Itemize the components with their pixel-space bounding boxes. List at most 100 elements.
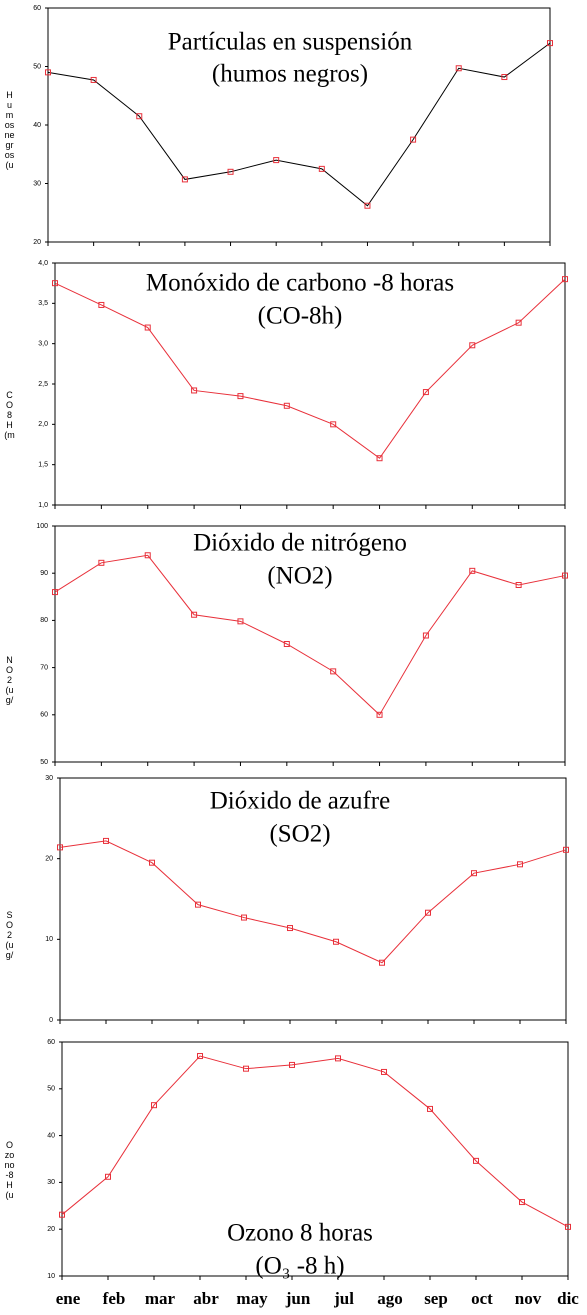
marker [330,668,337,675]
marker [379,959,385,966]
y-tick-label: 30 [45,775,53,782]
x-tick-label: jun [285,1289,311,1308]
marker [243,1065,249,1072]
marker [273,157,280,164]
marker [330,421,337,428]
marker [364,202,371,209]
marker [90,76,97,83]
y-tick-label: 40 [33,122,41,129]
marker [283,402,290,409]
marker [515,319,522,326]
x-tick-label: jul [333,1289,354,1308]
y-axis-label-box: CO8H(m [4,390,15,440]
marker [283,641,290,647]
marker [45,69,51,76]
marker [517,861,523,868]
marker [195,901,201,908]
chart-title: Monóxido de carbono -8 horas [146,270,454,297]
marker [52,589,58,596]
chart-subtitle: (humos negros) [212,61,368,88]
marker [237,393,244,400]
marker [136,113,143,120]
marker [98,301,105,308]
marker [473,1157,479,1164]
chart-title: Dióxido de azufre [210,788,390,815]
y-axis-label-box: Humos negros (u [4,90,15,170]
marker [59,1211,65,1218]
x-tick-label: abr [193,1289,219,1308]
marker [237,618,244,625]
marker [181,176,188,183]
plot-frame [59,777,567,1021]
marker [547,40,553,47]
x-tick-label: feb [103,1289,126,1308]
y-tick-label: 20 [47,1226,55,1233]
y-tick-label: 50 [33,63,41,70]
marker [376,455,383,462]
plot-frame [54,525,566,763]
marker [191,387,198,394]
y-tick-label: 2,0 [38,421,48,428]
y-axis-label: SO2(ug/ [5,910,14,960]
y-tick-label: 60 [47,1039,55,1046]
y-tick-label: 80 [40,617,48,624]
y-tick-label: 60 [33,5,41,12]
y-tick-label: 30 [33,180,41,187]
marker [57,844,63,851]
y-tick-label: 100 [36,523,48,530]
plot-frame [54,262,566,506]
plot-frame [61,1041,569,1277]
y-axis-label: NO2(ug/ [5,655,14,705]
marker [422,632,429,639]
y-tick-label: 4,0 [38,260,48,267]
x-tick-label: dic [557,1289,579,1308]
line [61,1055,569,1228]
marker [241,914,247,921]
y-tick-label: 1,5 [38,462,48,469]
y-tick-label: 50 [47,1086,55,1093]
marker [563,846,569,853]
marker [501,74,508,81]
marker [455,65,462,72]
y-tick-label: 0 [49,1017,53,1024]
y-tick-label: 70 [40,664,48,671]
marker [469,567,476,574]
y-tick-label: 10 [47,1273,55,1280]
y-tick-label: 20 [33,239,41,246]
marker [381,1068,387,1075]
y-tick-label: 90 [40,570,48,577]
y-axis-label-box: Ozono-8H(u [4,1140,15,1200]
x-tick-label: oct [471,1289,493,1308]
line [59,840,567,964]
marker [335,1055,341,1062]
chart-title: Dióxido de nitrógeno [193,530,407,557]
marker [427,1105,433,1112]
marker [144,552,151,559]
marker [565,1223,571,1230]
chart-subtitle: (O₃ -8 h) [255,1253,344,1280]
marker [376,711,383,718]
chart-subtitle: (NO2) [267,563,332,590]
y-axis-label-box: NO2(ug/ [5,655,14,705]
y-axis-label: Humos negros (u [4,90,15,170]
x-tick-label: sep [424,1289,448,1308]
chart-subtitle: (CO-8h) [258,303,343,330]
y-tick-label: 60 [40,712,48,719]
marker [103,837,109,844]
y-axis-label-box: SO2(ug/ [5,910,14,960]
y-tick-label: 50 [40,759,48,766]
chart-title: Partículas en suspensión [168,29,413,56]
marker [105,1173,111,1180]
line [54,554,566,716]
x-tick-label: may [236,1289,268,1308]
marker [191,611,198,618]
x-tick-label: ago [377,1289,403,1308]
line [54,278,566,459]
y-tick-label: 1,0 [38,502,48,509]
line [47,42,551,207]
y-axis-label: Ozono-8H(u [4,1140,15,1200]
y-axis-label: CO8H(m [4,390,15,440]
marker [425,909,431,916]
marker [469,342,476,349]
